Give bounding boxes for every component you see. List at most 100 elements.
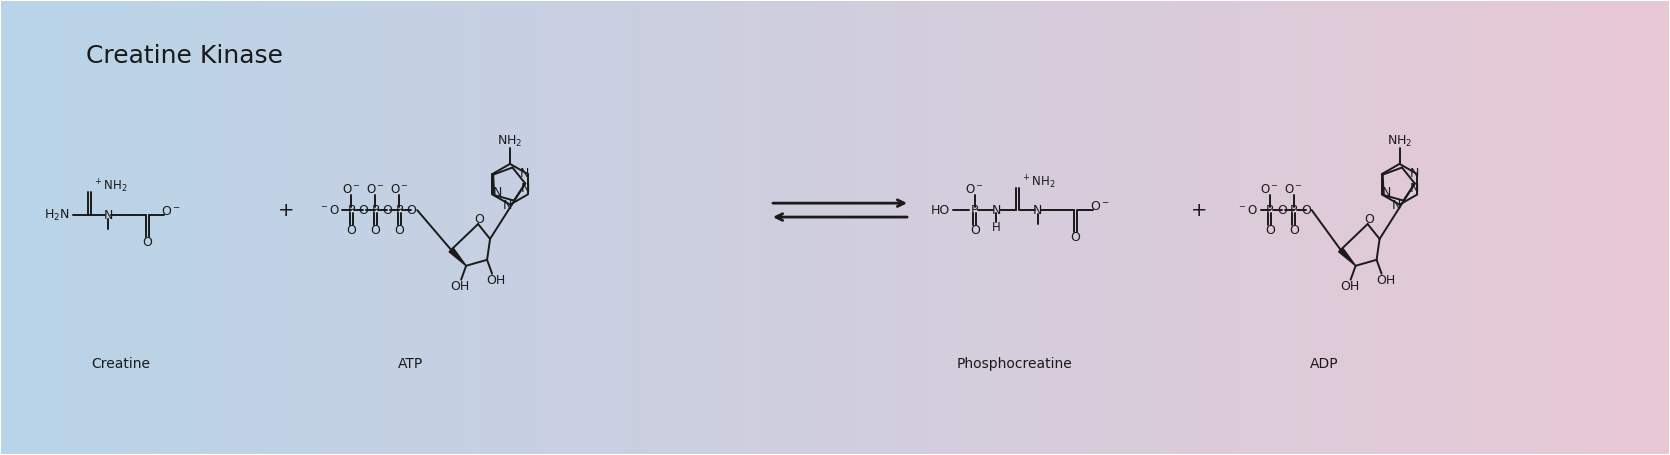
Bar xyxy=(701,1,708,454)
Bar xyxy=(40,1,47,454)
Bar xyxy=(885,1,892,454)
Bar xyxy=(685,1,691,454)
Bar xyxy=(129,1,135,454)
Bar xyxy=(673,1,680,454)
Bar xyxy=(568,1,574,454)
Bar xyxy=(663,1,670,454)
Bar xyxy=(1525,1,1531,454)
Bar xyxy=(1286,1,1291,454)
Bar xyxy=(1642,1,1647,454)
Bar xyxy=(1107,1,1114,454)
Bar xyxy=(23,1,30,454)
Text: O: O xyxy=(1070,232,1080,244)
Bar xyxy=(1575,1,1581,454)
Bar xyxy=(1585,1,1592,454)
Bar xyxy=(501,1,508,454)
Bar xyxy=(868,1,875,454)
Bar xyxy=(269,1,274,454)
Bar xyxy=(262,1,269,454)
Bar xyxy=(1040,1,1047,454)
Bar xyxy=(1630,1,1637,454)
Text: O: O xyxy=(371,224,381,238)
Bar xyxy=(802,1,808,454)
Bar xyxy=(1551,1,1558,454)
Bar xyxy=(162,1,169,454)
Bar xyxy=(863,1,870,454)
Bar xyxy=(384,1,391,454)
Bar xyxy=(897,1,903,454)
Bar xyxy=(1608,1,1613,454)
Bar xyxy=(145,1,152,454)
Bar xyxy=(291,1,297,454)
Bar xyxy=(474,1,481,454)
Bar xyxy=(68,1,75,454)
Text: N: N xyxy=(1383,186,1391,199)
Bar xyxy=(302,1,307,454)
Bar xyxy=(1179,1,1186,454)
Bar xyxy=(107,1,114,454)
Text: Creatine Kinase: Creatine Kinase xyxy=(87,44,284,68)
Text: O: O xyxy=(970,224,980,238)
Bar xyxy=(341,1,347,454)
Text: $\mathsf{O^-}$: $\mathsf{O^-}$ xyxy=(1089,200,1109,213)
Bar xyxy=(524,1,531,454)
Bar xyxy=(1002,1,1009,454)
Bar xyxy=(813,1,820,454)
Bar xyxy=(840,1,847,454)
Bar xyxy=(95,1,102,454)
Bar xyxy=(635,1,641,454)
Text: P: P xyxy=(1266,203,1274,217)
Bar xyxy=(740,1,746,454)
Bar xyxy=(1112,1,1119,454)
Bar xyxy=(518,1,524,454)
Bar xyxy=(412,1,419,454)
Bar xyxy=(1491,1,1498,454)
Bar xyxy=(424,1,431,454)
Bar xyxy=(735,1,741,454)
Bar xyxy=(857,1,863,454)
Bar xyxy=(1186,1,1192,454)
Bar xyxy=(1568,1,1575,454)
Bar xyxy=(468,1,474,454)
Text: $\mathsf{O^-}$: $\mathsf{O^-}$ xyxy=(366,183,384,196)
Bar xyxy=(1563,1,1570,454)
Bar xyxy=(52,1,58,454)
Bar xyxy=(1012,1,1019,454)
Text: P: P xyxy=(1289,203,1298,217)
Bar xyxy=(12,1,18,454)
Bar xyxy=(1351,1,1358,454)
Bar xyxy=(818,1,825,454)
Bar xyxy=(207,1,214,454)
Bar xyxy=(752,1,758,454)
Bar xyxy=(1035,1,1042,454)
Bar xyxy=(852,1,858,454)
Bar xyxy=(1191,1,1197,454)
Text: Creatine: Creatine xyxy=(92,357,150,371)
Bar xyxy=(1602,1,1608,454)
Bar xyxy=(1597,1,1603,454)
Text: OH: OH xyxy=(1339,280,1359,293)
Bar xyxy=(890,1,897,454)
Bar xyxy=(529,1,536,454)
Bar xyxy=(680,1,686,454)
Bar xyxy=(185,1,192,454)
Bar xyxy=(35,1,42,454)
Bar xyxy=(1129,1,1136,454)
Bar xyxy=(1324,1,1331,454)
Bar xyxy=(357,1,364,454)
Bar xyxy=(407,1,414,454)
Bar xyxy=(651,1,658,454)
Bar xyxy=(1279,1,1286,454)
Bar xyxy=(907,1,913,454)
Bar xyxy=(429,1,436,454)
Bar xyxy=(135,1,142,454)
Bar xyxy=(1635,1,1642,454)
Bar xyxy=(324,1,331,454)
Bar xyxy=(57,1,63,454)
Bar xyxy=(541,1,548,454)
Bar xyxy=(391,1,397,454)
Bar xyxy=(1663,1,1670,454)
Bar xyxy=(1057,1,1064,454)
Bar xyxy=(797,1,803,454)
Bar xyxy=(1346,1,1353,454)
